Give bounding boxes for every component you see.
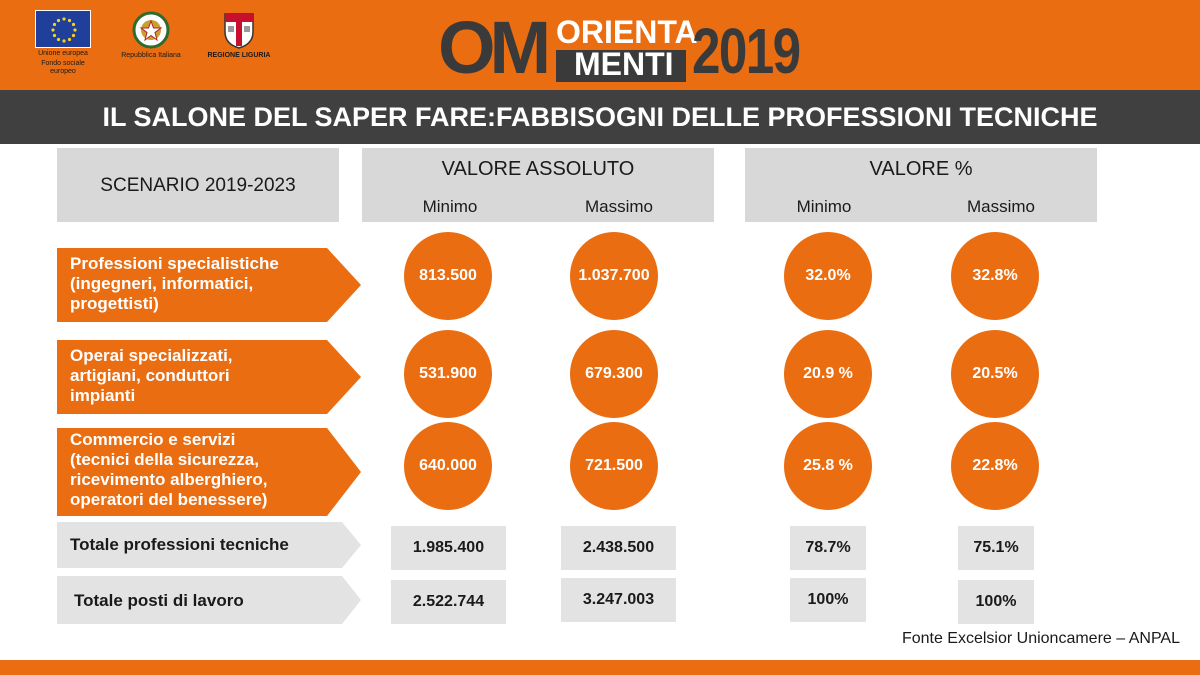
row-label-line: operatori del benessere) [70, 490, 268, 509]
logo-strip: Unione europea Fondo sociale europeo Rep… [28, 10, 274, 76]
total-value-box: 75.1% [958, 526, 1034, 570]
italy-logo: Repubblica Italiana [116, 10, 186, 76]
total-value-box: 100% [958, 580, 1034, 624]
eu-caption-2: Fondo sociale europeo [41, 60, 85, 75]
total-label: Totale posti di lavoro [74, 591, 244, 610]
value-circle: 20.9 % [784, 330, 872, 418]
row-label-line: Operai specializzati, [70, 346, 233, 365]
total-value-box: 100% [790, 578, 866, 622]
total-value-box: 2.522.744 [391, 580, 506, 624]
absolute-max-label: Massimo [584, 197, 653, 216]
row-label-line: (tecnici della sicurezza, [70, 450, 259, 469]
orientamenti-logo: OM ORIENTA MENTI 2019 [438, 6, 801, 89]
row-label-line: Commercio e servizi [70, 430, 236, 449]
value-circle: 813.500 [404, 232, 492, 320]
eu-flag-icon [35, 10, 91, 48]
absolute-value-header: VALORE ASSOLUTO Minimo Massimo [362, 148, 714, 222]
total-value-box: 2.438.500 [561, 526, 676, 570]
top-banner: Unione europea Fondo sociale europeo Rep… [0, 0, 1200, 90]
eu-logo: Unione europea Fondo sociale europeo [28, 10, 98, 76]
liguria-logo: REGIONE LIGURIA [204, 10, 274, 76]
value-circle: 32.8% [951, 232, 1039, 320]
total-label: Totale professioni tecniche [70, 535, 289, 554]
value-circle: 1.037.700 [570, 232, 658, 320]
value-circle: 22.8% [951, 422, 1039, 510]
total-label-arrow: Totale posti di lavoro [57, 576, 362, 624]
value-circle: 32.0% [784, 232, 872, 320]
row-label-line: ricevimento alberghiero, [70, 470, 268, 489]
absolute-value-title: VALORE ASSOLUTO [441, 158, 635, 180]
liguria-caption: REGIONE LIGURIA [207, 52, 271, 59]
title-bar: IL SALONE DEL SAPER FARE:FABBISOGNI DELL… [0, 90, 1200, 144]
value-circle: 721.500 [570, 422, 658, 510]
row-label-line: progettisti) [70, 294, 159, 313]
source-note: Fonte Excelsior Unioncamere – ANPAL [901, 630, 1180, 647]
absolute-min-label: Minimo [422, 197, 478, 216]
scenario-header: SCENARIO 2019-2023 [57, 148, 339, 222]
percent-min-label: Minimo [796, 197, 852, 216]
row-label-arrow: Professioni specialistiche (ingegneri, i… [57, 248, 362, 322]
brand-menti: MENTI [574, 46, 674, 82]
value-circle: 640.000 [404, 422, 492, 510]
bottom-bar [0, 660, 1200, 675]
row-label: Professioni specialistiche (ingegneri, i… [70, 254, 279, 314]
brand-year: 2019 [692, 15, 801, 87]
total-value-box: 78.7% [790, 526, 866, 570]
page-title: IL SALONE DEL SAPER FARE:FABBISOGNI DELL… [102, 102, 1098, 132]
eu-caption-1: Unione europea [38, 50, 88, 57]
row-label: Commercio e servizi (tecnici della sicur… [70, 430, 267, 510]
row-label-arrow: Commercio e servizi (tecnici della sicur… [57, 428, 362, 516]
value-circle: 679.300 [570, 330, 658, 418]
brand-om: OM [438, 6, 551, 89]
row-label-arrow: Operai specializzati, artigiani, condutt… [57, 340, 362, 414]
italian-emblem-icon [132, 11, 170, 49]
total-value-box: 3.247.003 [561, 578, 676, 622]
row-label-line: artigiani, conduttori [70, 366, 230, 385]
scenario-label: SCENARIO 2019-2023 [100, 175, 296, 196]
total-label-arrow: Totale professioni tecniche [57, 522, 362, 568]
total-value-box: 1.985.400 [391, 526, 506, 570]
row-label-line: (ingegneri, informatici, [70, 274, 254, 293]
italy-caption: Repubblica Italiana [121, 52, 181, 59]
liguria-shield-icon [224, 13, 254, 49]
percent-value-title: VALORE % [869, 158, 973, 180]
brand-menti-bar [556, 50, 686, 82]
row-label-line: impianti [70, 386, 136, 405]
brand-orienta: ORIENTA [556, 14, 698, 50]
percent-max-label: Massimo [966, 197, 1035, 216]
row-label-line: Professioni specialistiche [70, 254, 279, 273]
value-circle: 531.900 [404, 330, 492, 418]
value-circle: 20.5% [951, 330, 1039, 418]
value-circle: 25.8 % [784, 422, 872, 510]
row-label: Operai specializzati, artigiani, condutt… [70, 346, 233, 406]
percent-value-header: VALORE % Minimo Massimo [745, 148, 1097, 222]
